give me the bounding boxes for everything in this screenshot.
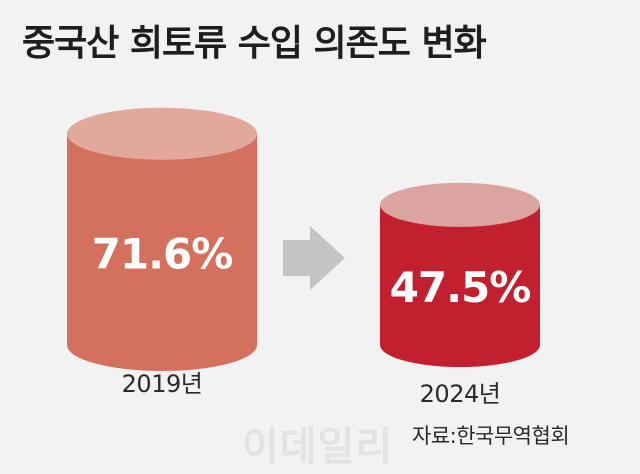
- data-label-2019: 71.6%: [92, 229, 233, 278]
- watermark: 이데일리: [242, 424, 394, 470]
- bar-2019: 71.6%: [67, 107, 257, 371]
- chart-title: 중국산 희토류 수입 의존도 변화: [22, 23, 487, 64]
- x-tick-label-2019: 2019년: [121, 370, 203, 398]
- bar-top-2024: [380, 182, 540, 227]
- arrow-icon: [283, 226, 345, 290]
- bar-2024: 47.5%: [380, 182, 540, 367]
- bar-body-2024: [380, 204, 540, 367]
- x-tick-label-2024: 2024년: [419, 380, 501, 408]
- data-label-2024: 47.5%: [390, 263, 531, 312]
- bar-body-2019: [67, 133, 257, 371]
- source-note: 자료:한국무역협회: [412, 424, 570, 448]
- bar-top-2019: [67, 107, 257, 160]
